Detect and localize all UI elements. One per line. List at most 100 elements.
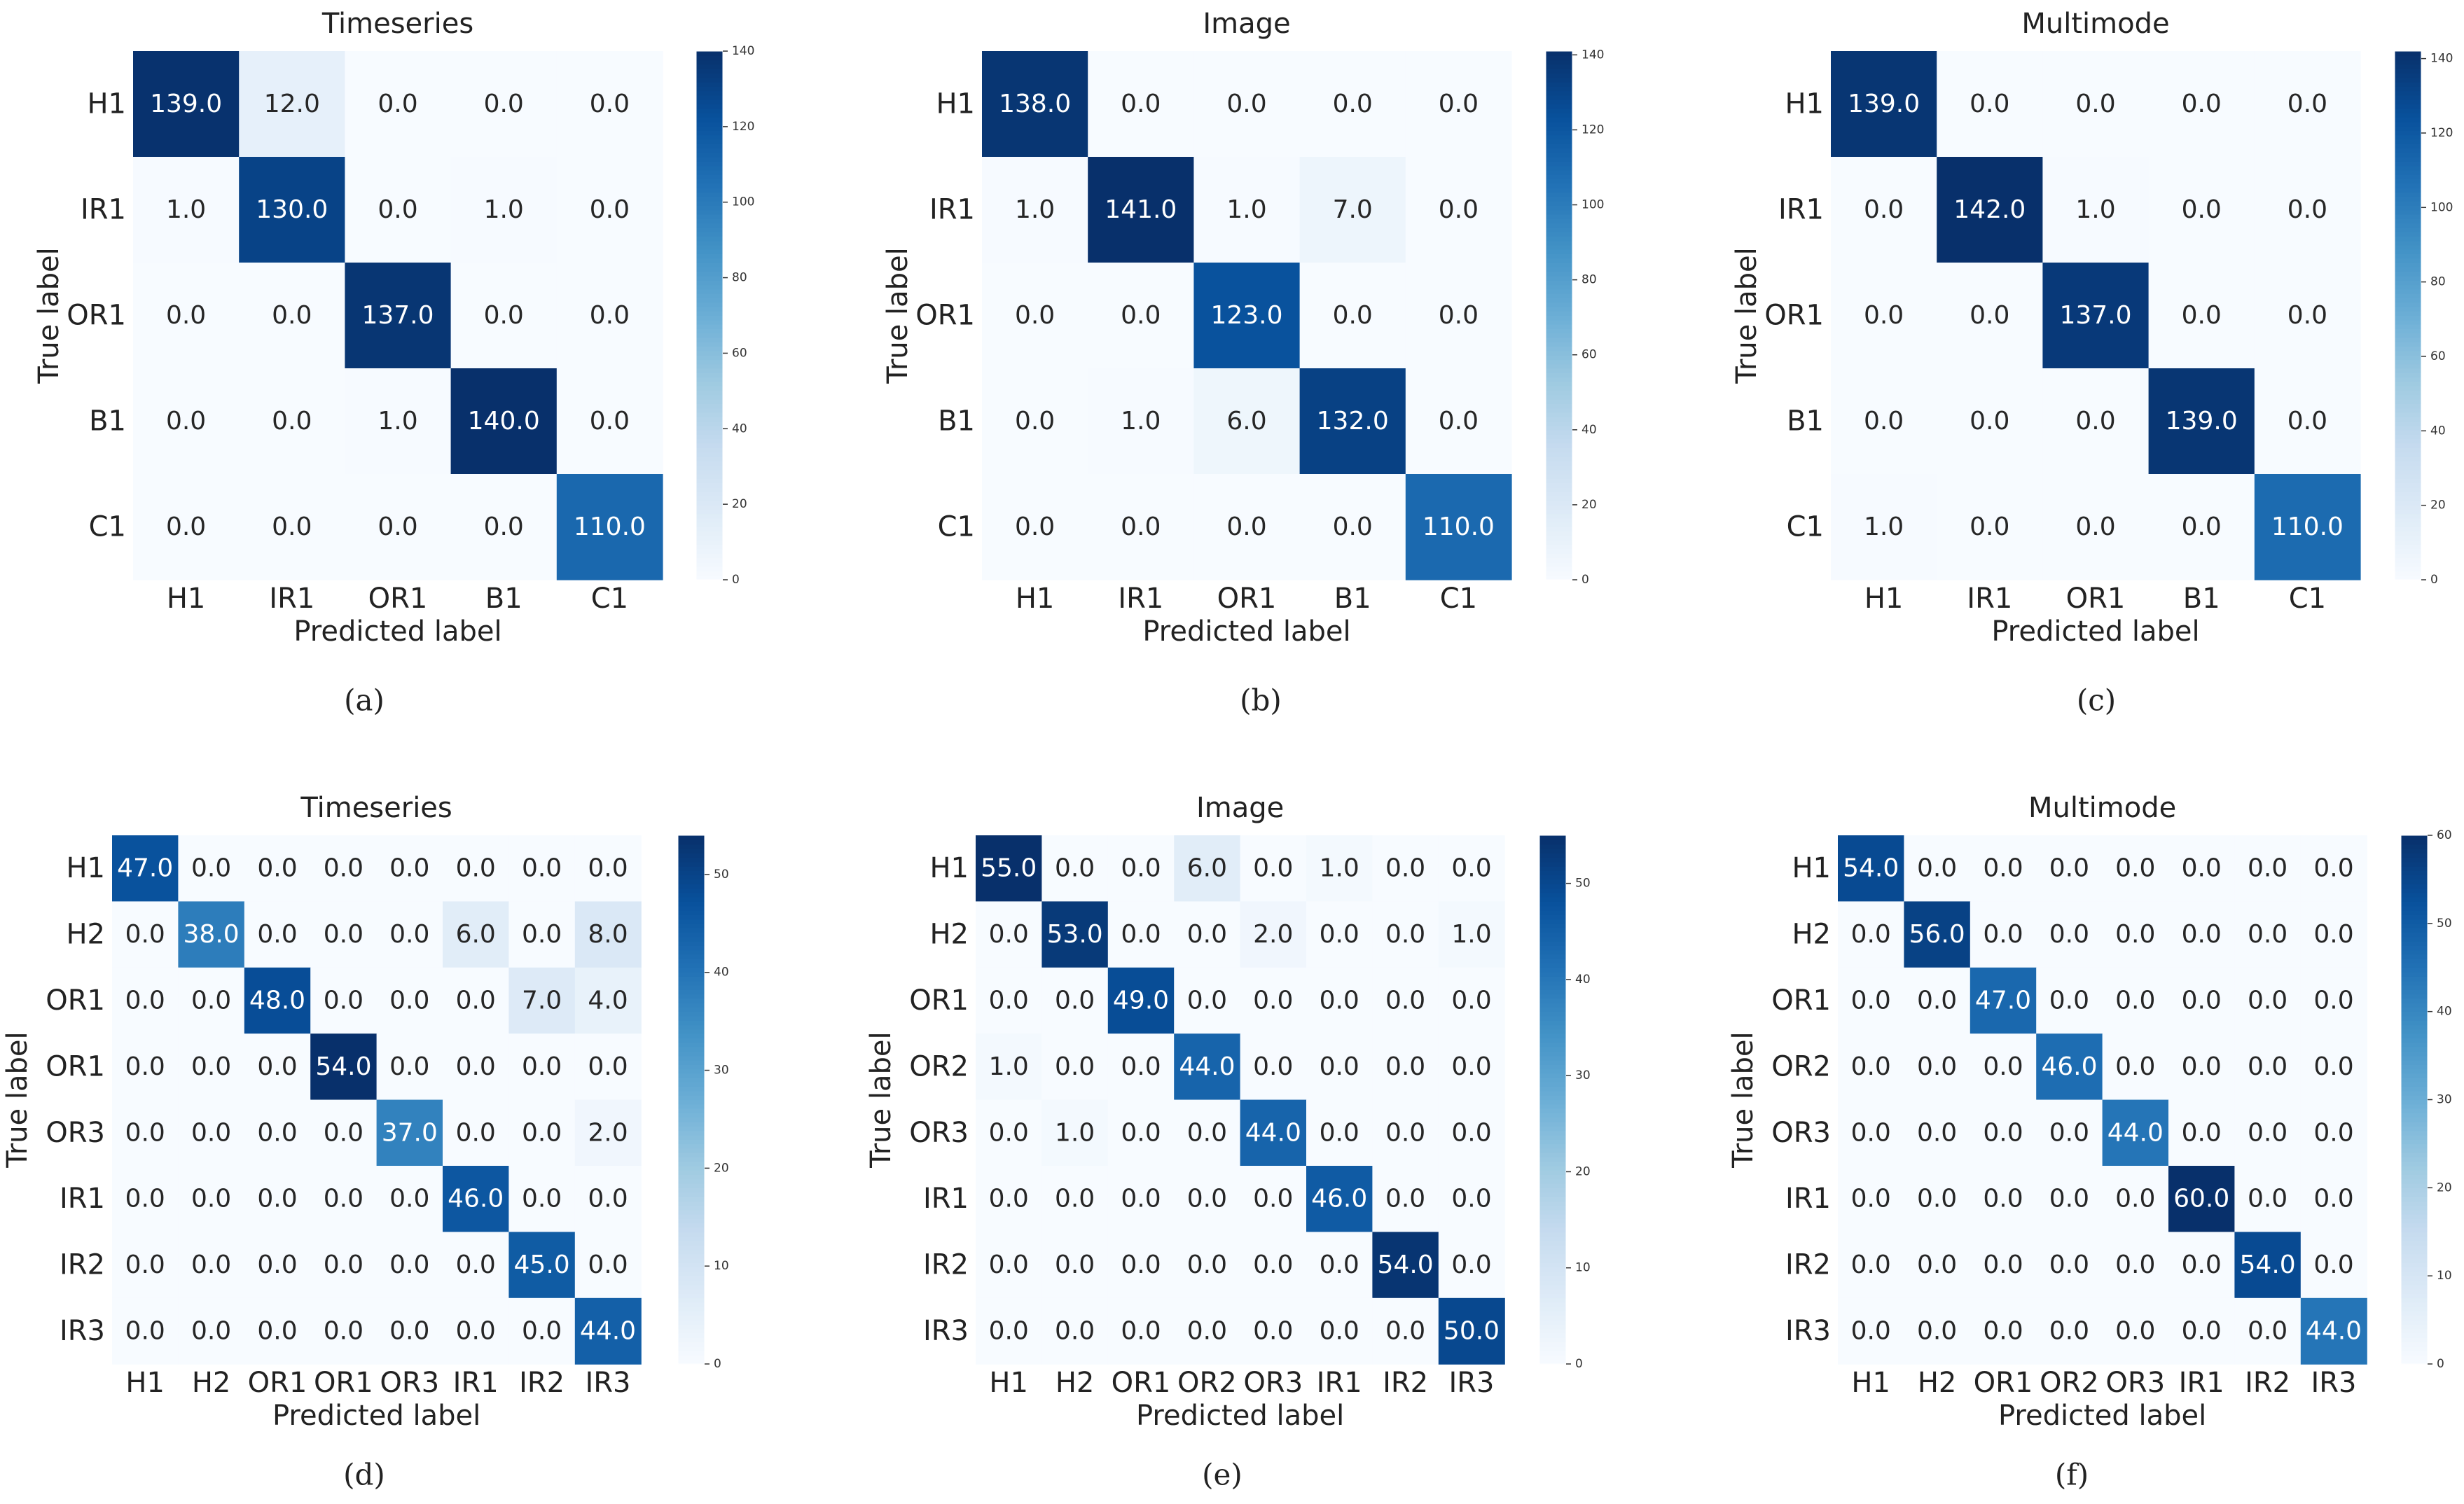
heatmap-cell — [508, 835, 576, 902]
colorbar-segment — [2401, 888, 2428, 893]
heatmap-cell — [1937, 368, 2043, 475]
colorbar-segment — [2395, 108, 2421, 113]
colorbar-segment — [2395, 183, 2421, 188]
heatmap-cell — [1306, 835, 1373, 902]
heatmap-cell — [1904, 901, 1971, 968]
colorbar-segment — [696, 482, 723, 488]
heatmap-cell — [1372, 1099, 1439, 1167]
cell-value-label: 55.0 — [981, 854, 1037, 883]
cell-value-label: 0.0 — [125, 1052, 165, 1081]
heatmap-cell — [1306, 1297, 1373, 1365]
heatmap-cell — [2234, 1099, 2302, 1167]
heatmap-cell — [2254, 474, 2361, 580]
x-tick-label: IR3 — [2311, 1367, 2356, 1399]
colorbar-segment — [1546, 134, 1572, 140]
cell-value-label: 0.0 — [1226, 513, 1266, 541]
colorbar-segment — [696, 148, 723, 153]
heatmap-cell — [178, 1297, 245, 1365]
colorbar-segment — [2395, 492, 2421, 497]
colorbar-segment — [2395, 218, 2421, 223]
colorbar-segment — [2395, 430, 2421, 435]
colorbar-segment — [1539, 1267, 1566, 1272]
cell-value-label: 0.0 — [2049, 920, 2089, 949]
colorbar-segment — [2401, 1148, 2428, 1153]
cell-value-label: 0.0 — [2182, 920, 2222, 949]
colorbar-segment — [678, 919, 705, 924]
colorbar-segment — [678, 1042, 705, 1047]
colorbar-segment — [2395, 319, 2421, 325]
colorbar-segment — [2401, 1103, 2428, 1109]
colorbar-segment — [2395, 288, 2421, 294]
heatmap-cell — [1041, 901, 1109, 968]
colorbar-segment — [2395, 139, 2421, 144]
colorbar-segment — [678, 1170, 705, 1176]
colorbar-segment — [1546, 350, 1572, 356]
colorbar-segment — [2395, 284, 2421, 290]
colorbar-segment — [678, 1015, 705, 1021]
cell-value-label: 0.0 — [1864, 407, 1904, 436]
y-tick-label: IR3 — [923, 1315, 969, 1347]
colorbar-segment — [1546, 196, 1572, 202]
colorbar-segment — [2395, 513, 2421, 519]
colorbar-segment — [1546, 302, 1572, 307]
x-axis-label: Predicted label — [1991, 615, 2199, 648]
heatmap-cell — [982, 157, 1088, 263]
y-tick-label: IR1 — [81, 194, 126, 226]
heatmap-cell — [1970, 1297, 2037, 1365]
x-tick-label: C1 — [1440, 583, 1477, 615]
heatmap-cell — [2234, 1166, 2302, 1232]
x-tick-label: OR1 — [1217, 583, 1277, 615]
colorbar-segment — [1546, 169, 1572, 175]
cell-value-label: 0.0 — [989, 987, 1029, 1015]
colorbar-segment — [2401, 1307, 2428, 1312]
cell-value-label: 110.0 — [1423, 513, 1495, 541]
colorbar-segment — [696, 73, 723, 78]
colorbar-segment — [2395, 403, 2421, 409]
colorbar-segment — [1539, 901, 1566, 907]
heatmap-cell — [1174, 1297, 1241, 1365]
heatmap-cell — [345, 51, 452, 158]
colorbar-segment — [2401, 932, 2428, 938]
cell-value-label: 0.0 — [125, 1317, 165, 1346]
colorbar-segment — [1546, 355, 1572, 361]
heatmap-cell — [178, 1232, 245, 1299]
colorbar-segment — [696, 183, 723, 188]
heatmap-cell — [178, 835, 245, 902]
colorbar-segment — [1546, 82, 1572, 87]
cell-value-label: 0.0 — [191, 987, 231, 1015]
heatmap-cell — [1904, 1099, 1971, 1167]
colorbar-segment — [696, 104, 723, 109]
cell-value-label: 1.0 — [1320, 854, 1359, 883]
colorbar-segment — [1539, 1121, 1566, 1127]
colorbar-segment — [696, 258, 723, 263]
colorbar-segment — [2395, 447, 2421, 453]
colorbar-segment — [1546, 73, 1572, 78]
cell-value-label: 123.0 — [1210, 301, 1282, 330]
cell-value-label: 0.0 — [389, 1185, 429, 1213]
heatmap-cell — [450, 263, 558, 369]
colorbar-segment — [678, 1240, 705, 1246]
colorbar-tick-label: 60 — [2430, 349, 2446, 363]
colorbar-segment — [1539, 1307, 1566, 1312]
heatmap-cell — [1306, 967, 1373, 1034]
colorbar-segment — [2401, 1178, 2428, 1184]
cell-value-label: 44.0 — [1179, 1052, 1235, 1081]
heatmap-cell — [2036, 1232, 2103, 1299]
colorbar-segment — [1546, 298, 1572, 303]
heatmap-cell — [2168, 1232, 2235, 1299]
colorbar-segment — [678, 1064, 705, 1070]
colorbar-segment — [678, 879, 705, 884]
colorbar-segment — [2395, 227, 2421, 232]
heatmap-cell — [310, 835, 378, 902]
colorbar-segment — [678, 972, 705, 977]
colorbar-segment — [696, 386, 723, 391]
cell-value-label: 0.0 — [1851, 920, 1891, 949]
cell-value-label: 45.0 — [514, 1251, 570, 1279]
colorbar-segment — [1546, 540, 1572, 545]
heatmap-cell — [2148, 474, 2255, 580]
colorbar-segment — [678, 844, 705, 849]
colorbar-segment — [2401, 1302, 2428, 1307]
colorbar-segment — [1539, 984, 1566, 990]
colorbar-segment — [1546, 386, 1572, 391]
colorbar-segment — [2401, 1267, 2428, 1272]
